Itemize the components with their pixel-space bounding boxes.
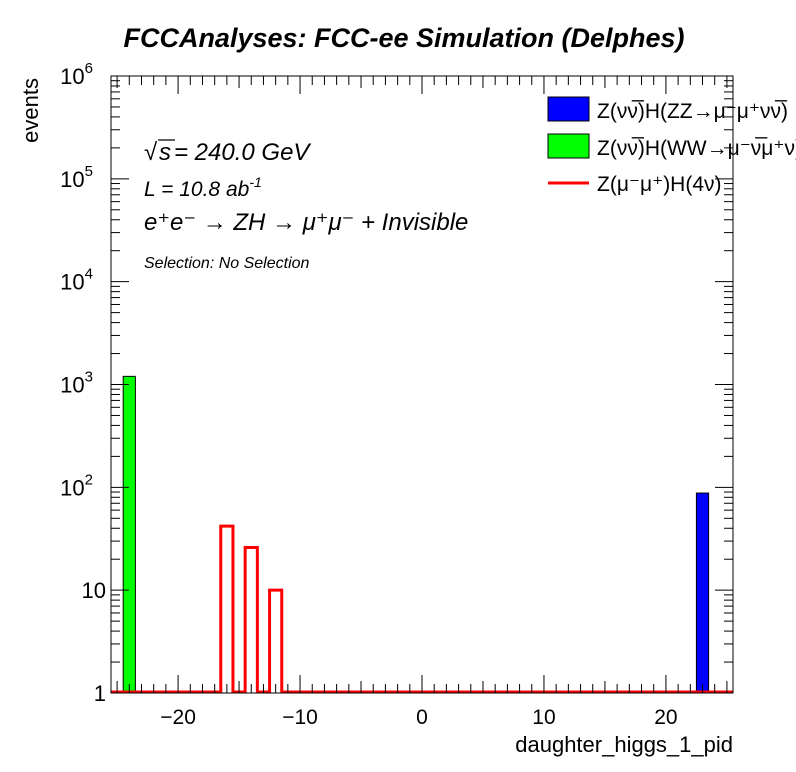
legend-label-ww: Z(νν̅)H(WW→μ⁻ν̅μ⁺ν) <box>597 137 796 160</box>
bar-series1-bin0 <box>122 375 136 694</box>
x-tick-label: −20 <box>160 706 196 729</box>
lumi-prefix: L = 10.8 ab <box>144 178 250 201</box>
plot-frame <box>110 75 734 694</box>
y-tick-label: 10 <box>82 578 106 603</box>
x-tick-label: 10 <box>532 706 555 729</box>
histogram-bars <box>111 375 733 694</box>
legend-swatch-ww <box>547 133 590 159</box>
y-tick-label: 106 <box>60 60 93 89</box>
y-tick-label: 104 <box>60 266 93 295</box>
axis-tick-labels: −20 −10 0 10 20 1 10 102 103 104 105 106 <box>60 60 677 729</box>
y-axis-label: events <box>18 78 43 143</box>
legend-label-zz: Z(νν̅)H(ZZ→μ⁻μ⁺νν̅) <box>597 100 788 123</box>
chart-title: FCCAnalyses: FCC-ee Simulation (Delphes) <box>123 23 684 53</box>
x-tick-label: 0 <box>416 706 428 729</box>
process-annotation: e⁺e⁻ → ZH → μ⁺μ⁻ + Invisible <box>144 209 468 236</box>
y-tick-label: 1 <box>94 681 106 706</box>
sqrt-s-annotation: √ s = 240.0 GeV <box>144 139 311 166</box>
legend-swatch-zz <box>547 96 590 122</box>
legend-label-4nu: Z(μ⁻μ⁺)H(4ν) <box>597 173 722 196</box>
luminosity-annotation: L = 10.8 ab-1 <box>144 174 262 201</box>
sqrt-s-value: = 240.0 GeV <box>174 139 311 166</box>
selection-annotation: Selection: No Selection <box>144 255 310 272</box>
bar-series0-bin0 <box>695 492 710 694</box>
y-tick-label: 102 <box>60 471 93 500</box>
y-tick-label: 105 <box>60 163 93 192</box>
step-line-series2 <box>111 524 733 694</box>
x-axis-label: daughter_higgs_1_pid <box>515 732 733 757</box>
legend: Z(νν̅)H(ZZ→μ⁻μ⁺νν̅) Z(νν̅)H(WW→μ⁻ν̅μ⁺ν) … <box>547 96 796 196</box>
sqrt-symbol: √ <box>144 139 158 166</box>
axis-ticks <box>111 75 733 694</box>
x-tick-label: 20 <box>654 706 677 729</box>
y-tick-label: 103 <box>60 369 93 398</box>
x-tick-label: −10 <box>282 706 318 729</box>
lumi-exponent: -1 <box>249 174 261 190</box>
sqrt-s-variable: s <box>159 139 171 166</box>
